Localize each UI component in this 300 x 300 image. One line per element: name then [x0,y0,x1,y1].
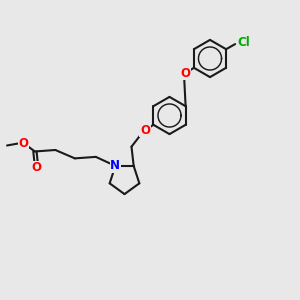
Text: O: O [140,124,150,137]
Text: O: O [181,67,190,80]
Text: N: N [110,159,120,172]
Text: Cl: Cl [238,36,250,49]
Text: O: O [32,161,41,175]
Text: O: O [19,136,28,150]
